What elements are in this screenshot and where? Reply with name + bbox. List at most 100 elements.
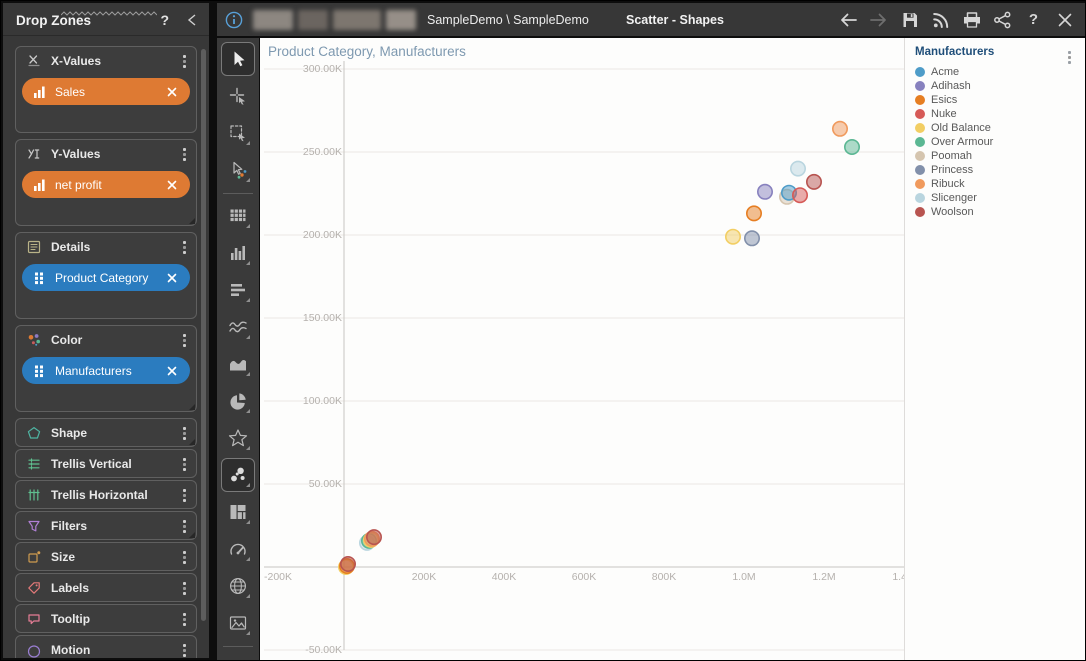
legend-swatch <box>915 109 925 119</box>
drop-zone-labels[interactable]: Labels <box>15 573 197 602</box>
feed-icon[interactable] <box>928 7 953 32</box>
drop-zone-motion[interactable]: Motion <box>15 635 197 658</box>
zone-menu-icon[interactable] <box>180 237 189 258</box>
drop-zone-color[interactable]: Color Manufacturers <box>15 325 197 412</box>
topbar: SampleDemo \ SampleDemo Scatter - Shapes… <box>217 3 1085 36</box>
legend-menu-icon[interactable] <box>1065 47 1074 68</box>
legend-item-over-armour[interactable]: Over Armour <box>915 135 1085 149</box>
remove-field-icon[interactable] <box>165 178 179 192</box>
legend-item-slicenger[interactable]: Slicenger <box>915 191 1085 205</box>
data-point[interactable] <box>789 160 806 177</box>
marquee-select-tool[interactable] <box>221 116 255 150</box>
drop-zone-list: X-Values Sales Y-Values net profit Details Pr… <box>3 36 209 658</box>
print-icon[interactable] <box>959 7 984 32</box>
field-chip-sales[interactable]: Sales <box>22 78 190 105</box>
drop-zone-trellis-vertical[interactable]: Trellis Vertical <box>15 449 197 478</box>
help-icon[interactable]: ? <box>1028 11 1039 28</box>
zone-label: Tooltip <box>51 612 91 626</box>
drop-zone-tooltip[interactable]: Tooltip <box>15 604 197 633</box>
data-point[interactable] <box>745 205 762 222</box>
panel-collapse-icon[interactable] <box>185 13 199 27</box>
column-chart-tool[interactable] <box>221 236 255 270</box>
remove-field-icon[interactable] <box>165 364 179 378</box>
drop-zone-size[interactable]: Size <box>15 542 197 571</box>
info-icon[interactable] <box>224 10 244 30</box>
crosshair-tool[interactable] <box>221 79 255 113</box>
drop-zone-y-values[interactable]: Y-Values net profit <box>15 139 197 226</box>
image-tool[interactable] <box>221 606 255 640</box>
topbar-actions: ? <box>835 3 1077 36</box>
forward-icon <box>866 7 891 32</box>
data-point[interactable] <box>366 529 383 546</box>
sidebar-scrollbar[interactable] <box>201 49 206 621</box>
line-chart-tool[interactable] <box>221 310 255 344</box>
save-icon[interactable] <box>897 7 922 32</box>
legend-item-poomah[interactable]: Poomah <box>915 149 1085 163</box>
legend-item-woolson[interactable]: Woolson <box>915 205 1085 219</box>
zone-label: Labels <box>51 581 90 595</box>
legend-swatch <box>915 207 925 217</box>
zone-menu-icon[interactable] <box>180 485 189 506</box>
legend-item-acme[interactable]: Acme <box>915 65 1085 79</box>
scatter-chart-tool[interactable] <box>221 458 255 492</box>
legend-item-esics[interactable]: Esics <box>915 93 1085 107</box>
legend-item-adihash[interactable]: Adihash <box>915 79 1085 93</box>
drop-zone-x-values[interactable]: X-Values Sales <box>15 46 197 133</box>
zone-menu-icon[interactable] <box>180 578 189 599</box>
table-chart-tool[interactable] <box>221 199 255 233</box>
drop-zone-shape[interactable]: Shape <box>15 418 197 447</box>
remove-field-icon[interactable] <box>165 85 179 99</box>
zone-menu-icon[interactable] <box>180 144 189 165</box>
legend-item-ribuck[interactable]: Ribuck <box>915 177 1085 191</box>
remove-field-icon[interactable] <box>165 271 179 285</box>
point-select-tool[interactable] <box>221 153 255 187</box>
zone-menu-icon[interactable] <box>180 454 189 475</box>
dimension-grid-icon <box>33 271 46 285</box>
zone-menu-icon[interactable] <box>180 640 189 659</box>
zone-menu-icon[interactable] <box>180 547 189 568</box>
field-chip-label: net profit <box>55 177 102 192</box>
data-point[interactable] <box>791 187 808 204</box>
data-point[interactable] <box>843 139 860 156</box>
zone-header: Details <box>16 233 196 261</box>
zone-menu-icon[interactable] <box>180 609 189 630</box>
data-point[interactable] <box>724 228 741 245</box>
drop-zone-details[interactable]: Details Product Category <box>15 232 197 319</box>
legend-item-old-balance[interactable]: Old Balance <box>915 121 1085 135</box>
zone-header: Tooltip <box>16 605 196 633</box>
treemap-chart-tool[interactable] <box>221 495 255 529</box>
zone-menu-icon[interactable] <box>180 516 189 537</box>
legend-swatch <box>915 123 925 133</box>
area-chart-tool[interactable] <box>221 347 255 381</box>
drop-zone-trellis-horizontal[interactable]: Trellis Horizontal <box>15 480 197 509</box>
field-chip-manufacturers[interactable]: Manufacturers <box>22 357 190 384</box>
radar-chart-tool[interactable] <box>221 421 255 455</box>
gauge-chart-tool[interactable] <box>221 532 255 566</box>
data-point[interactable] <box>340 555 357 572</box>
map-chart-tool[interactable] <box>221 569 255 603</box>
field-chip-net-profit[interactable]: net profit <box>22 171 190 198</box>
drop-zone-filters[interactable]: Filters <box>15 511 197 540</box>
zone-menu-icon[interactable] <box>180 330 189 351</box>
share-icon[interactable] <box>990 7 1015 32</box>
back-icon[interactable] <box>835 7 860 32</box>
legend-item-nuke[interactable]: Nuke <box>915 107 1085 121</box>
legend-item-princess[interactable]: Princess <box>915 163 1085 177</box>
data-point[interactable] <box>756 183 773 200</box>
panel-help-button[interactable]: ? <box>160 12 169 28</box>
zone-header: Color <box>16 326 196 354</box>
panel-drag-handle-icon[interactable] <box>60 4 158 16</box>
pie-chart-tool[interactable] <box>221 384 255 418</box>
data-point[interactable] <box>743 230 760 247</box>
legend-label: Slicenger <box>931 192 977 204</box>
pointer-tool[interactable] <box>221 42 255 76</box>
bar-chart-tool[interactable] <box>221 273 255 307</box>
zone-menu-icon[interactable] <box>180 51 189 72</box>
zone-label: Color <box>51 333 83 347</box>
data-point[interactable] <box>805 173 822 190</box>
field-chip-product-category[interactable]: Product Category <box>22 264 190 291</box>
close-icon[interactable] <box>1052 7 1077 32</box>
zone-menu-icon[interactable] <box>180 423 189 444</box>
data-point[interactable] <box>831 120 848 137</box>
